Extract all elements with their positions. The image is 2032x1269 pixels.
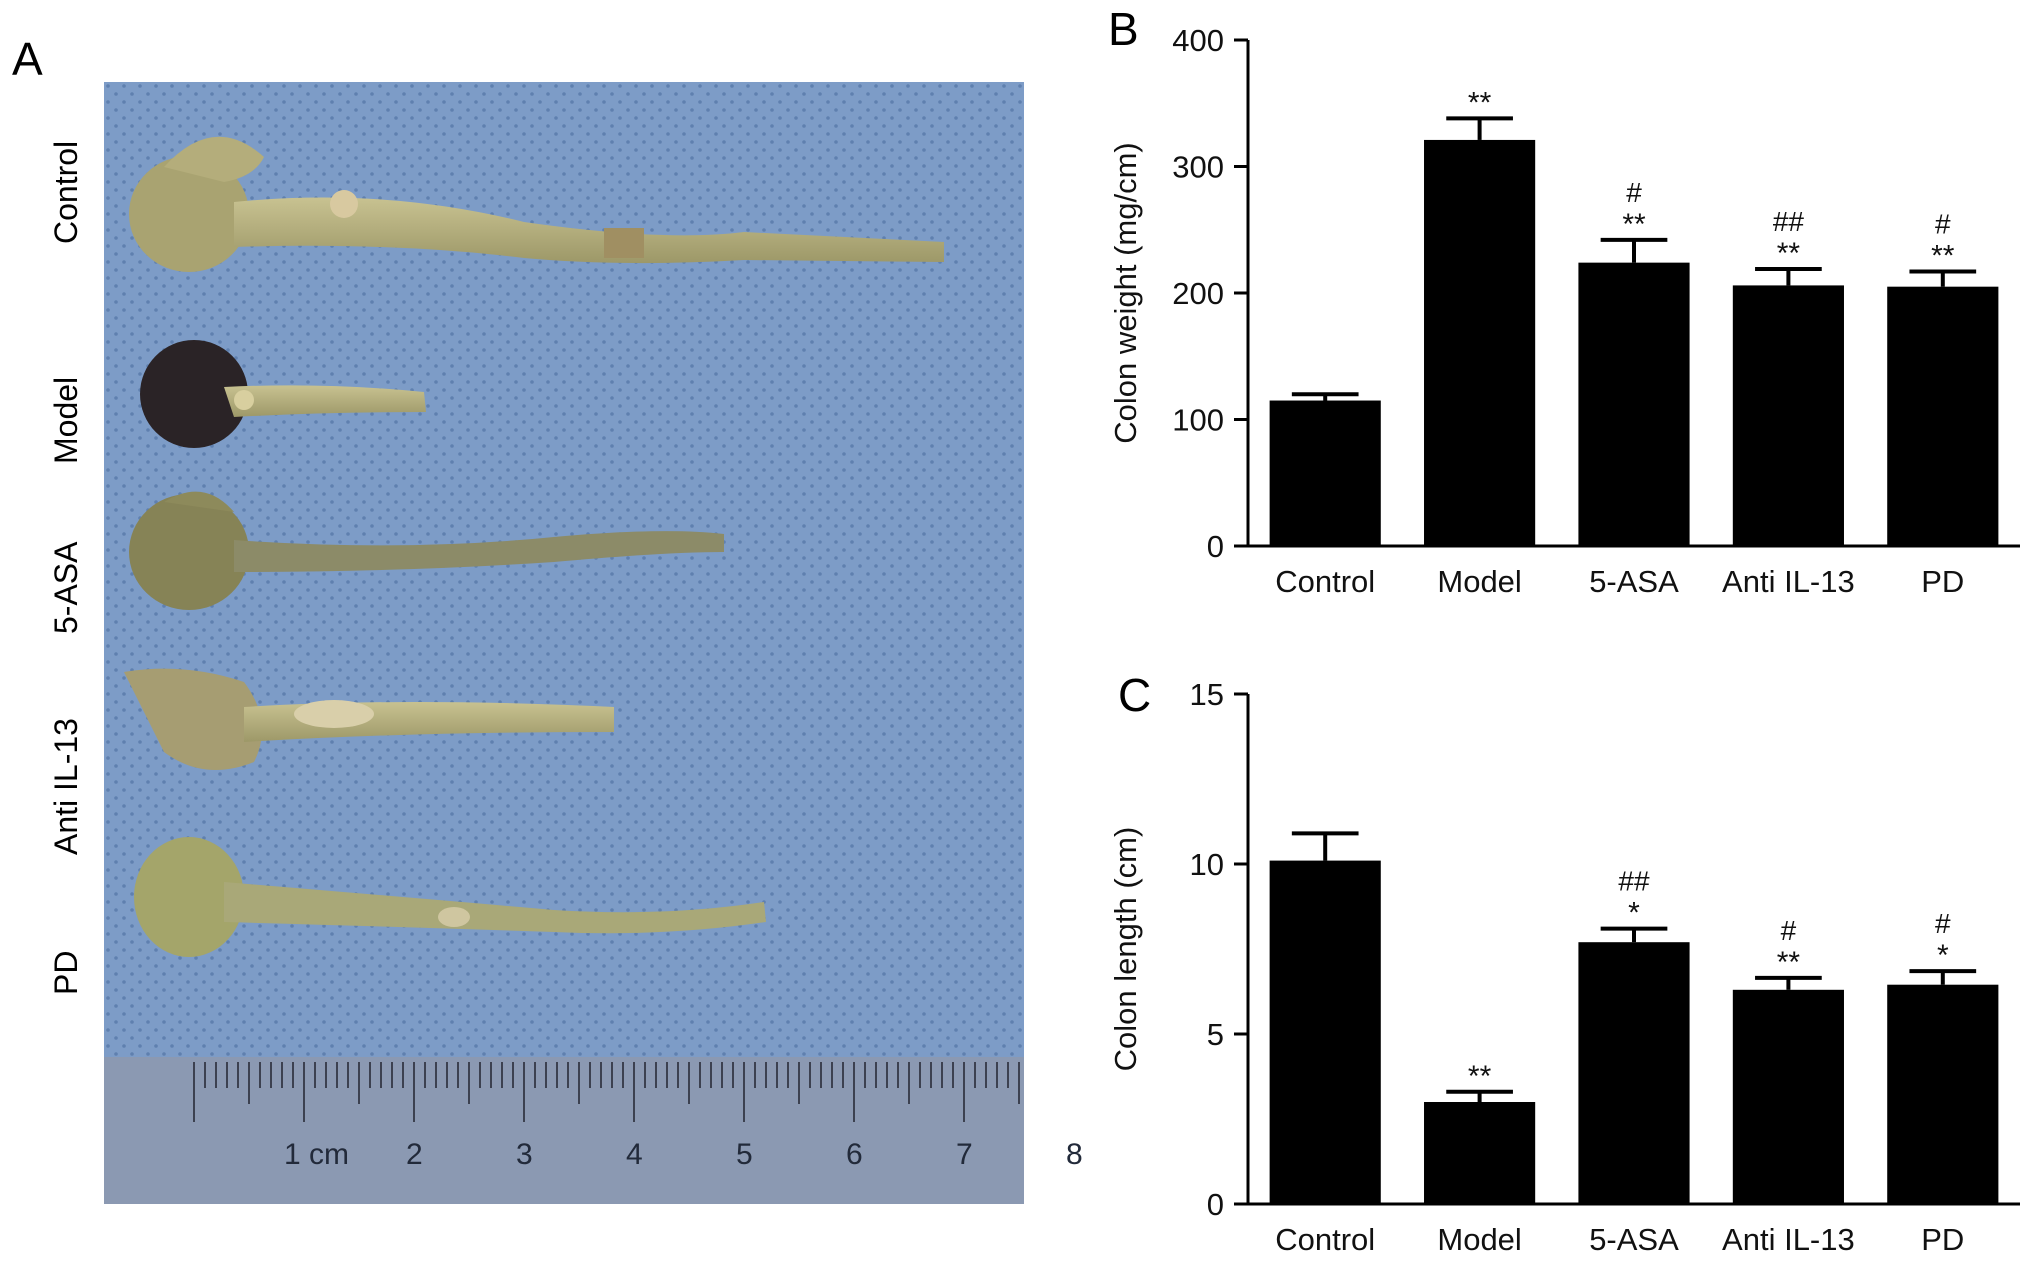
bar <box>1424 139 1536 546</box>
bar <box>1269 400 1381 546</box>
y-tick-label: 10 <box>1190 847 1224 882</box>
ruler-label: 1 cm <box>284 1138 350 1171</box>
ruler-label: 6 <box>846 1138 863 1171</box>
significance-hash: ## <box>1618 866 1650 897</box>
x-tick-label: 5-ASA <box>1589 564 1679 599</box>
y-axis-label: Colon length (cm) <box>1108 827 1143 1072</box>
colon-sample-control <box>129 136 944 272</box>
bar <box>1732 989 1844 1204</box>
significance-star: ** <box>1931 239 1955 272</box>
y-axis-label: Colon weight (mg/cm) <box>1108 142 1143 443</box>
photo-background <box>104 82 1024 1204</box>
significance-star: ** <box>1468 1060 1492 1093</box>
significance-hash: # <box>1935 908 1951 939</box>
y-tick-label: 5 <box>1207 1017 1224 1052</box>
significance-star: ** <box>1622 208 1646 241</box>
ruler-label: 7 <box>956 1138 973 1171</box>
ruler-label: 5 <box>736 1138 753 1171</box>
colon-sample-model <box>140 340 426 448</box>
significance-hash: ## <box>1773 206 1805 237</box>
colon-sample-pd <box>134 837 766 957</box>
ruler-label: 2 <box>406 1138 423 1171</box>
ruler-label: 8 <box>1066 1138 1083 1171</box>
panel-letter-b: B <box>1108 3 1139 55</box>
x-tick-label: Anti IL-13 <box>1722 564 1855 599</box>
bar <box>1732 285 1844 546</box>
y-tick-label: 300 <box>1172 150 1224 185</box>
significance-hash: # <box>1781 915 1797 946</box>
bar <box>1887 984 1999 1204</box>
colon-photo-drawing <box>104 82 1024 1204</box>
colon-sample-5-asa <box>129 491 724 610</box>
significance-hash: # <box>1626 177 1642 208</box>
y-tick-label: 0 <box>1207 1187 1224 1222</box>
significance-star: ** <box>1777 237 1801 270</box>
ruler-label: 3 <box>516 1138 533 1171</box>
x-tick-label: 5-ASA <box>1589 1222 1679 1257</box>
significance-hash: # <box>1935 208 1951 239</box>
significance-star: ** <box>1468 86 1492 119</box>
panel-letter-c: C <box>1118 669 1152 721</box>
colon-sample-anti-il-13 <box>124 668 614 770</box>
bar <box>1578 942 1690 1204</box>
bar <box>1578 262 1690 546</box>
chart-B-group: 0 100 200 300 400 Colon weight (mg/cm) Control… <box>1108 23 2020 599</box>
x-tick-label: Model <box>1437 564 1521 599</box>
x-tick-label: Anti IL-13 <box>1722 1222 1855 1257</box>
bar <box>1887 286 1999 546</box>
x-tick-label: PD <box>1921 564 1964 599</box>
x-tick-label: Control <box>1275 564 1375 599</box>
bar <box>1269 860 1381 1204</box>
significance-star: * <box>1937 939 1949 972</box>
y-tick-label: 200 <box>1172 276 1224 311</box>
x-tick-label: PD <box>1921 1222 1964 1257</box>
colon-photograph <box>104 82 1024 1204</box>
x-tick-label: Control <box>1275 1222 1375 1257</box>
y-tick-label: 400 <box>1172 23 1224 58</box>
panel-letter-a: A <box>12 33 43 85</box>
y-tick-label: 0 <box>1207 529 1224 564</box>
x-tick-label: Model <box>1437 1222 1521 1257</box>
ruler <box>104 1057 1024 1204</box>
ruler-label: 4 <box>626 1138 643 1171</box>
y-tick-label: 15 <box>1190 677 1224 712</box>
significance-star: * <box>1628 897 1640 930</box>
bar <box>1424 1102 1536 1204</box>
significance-star: ** <box>1777 946 1801 979</box>
y-tick-label: 100 <box>1172 403 1224 438</box>
